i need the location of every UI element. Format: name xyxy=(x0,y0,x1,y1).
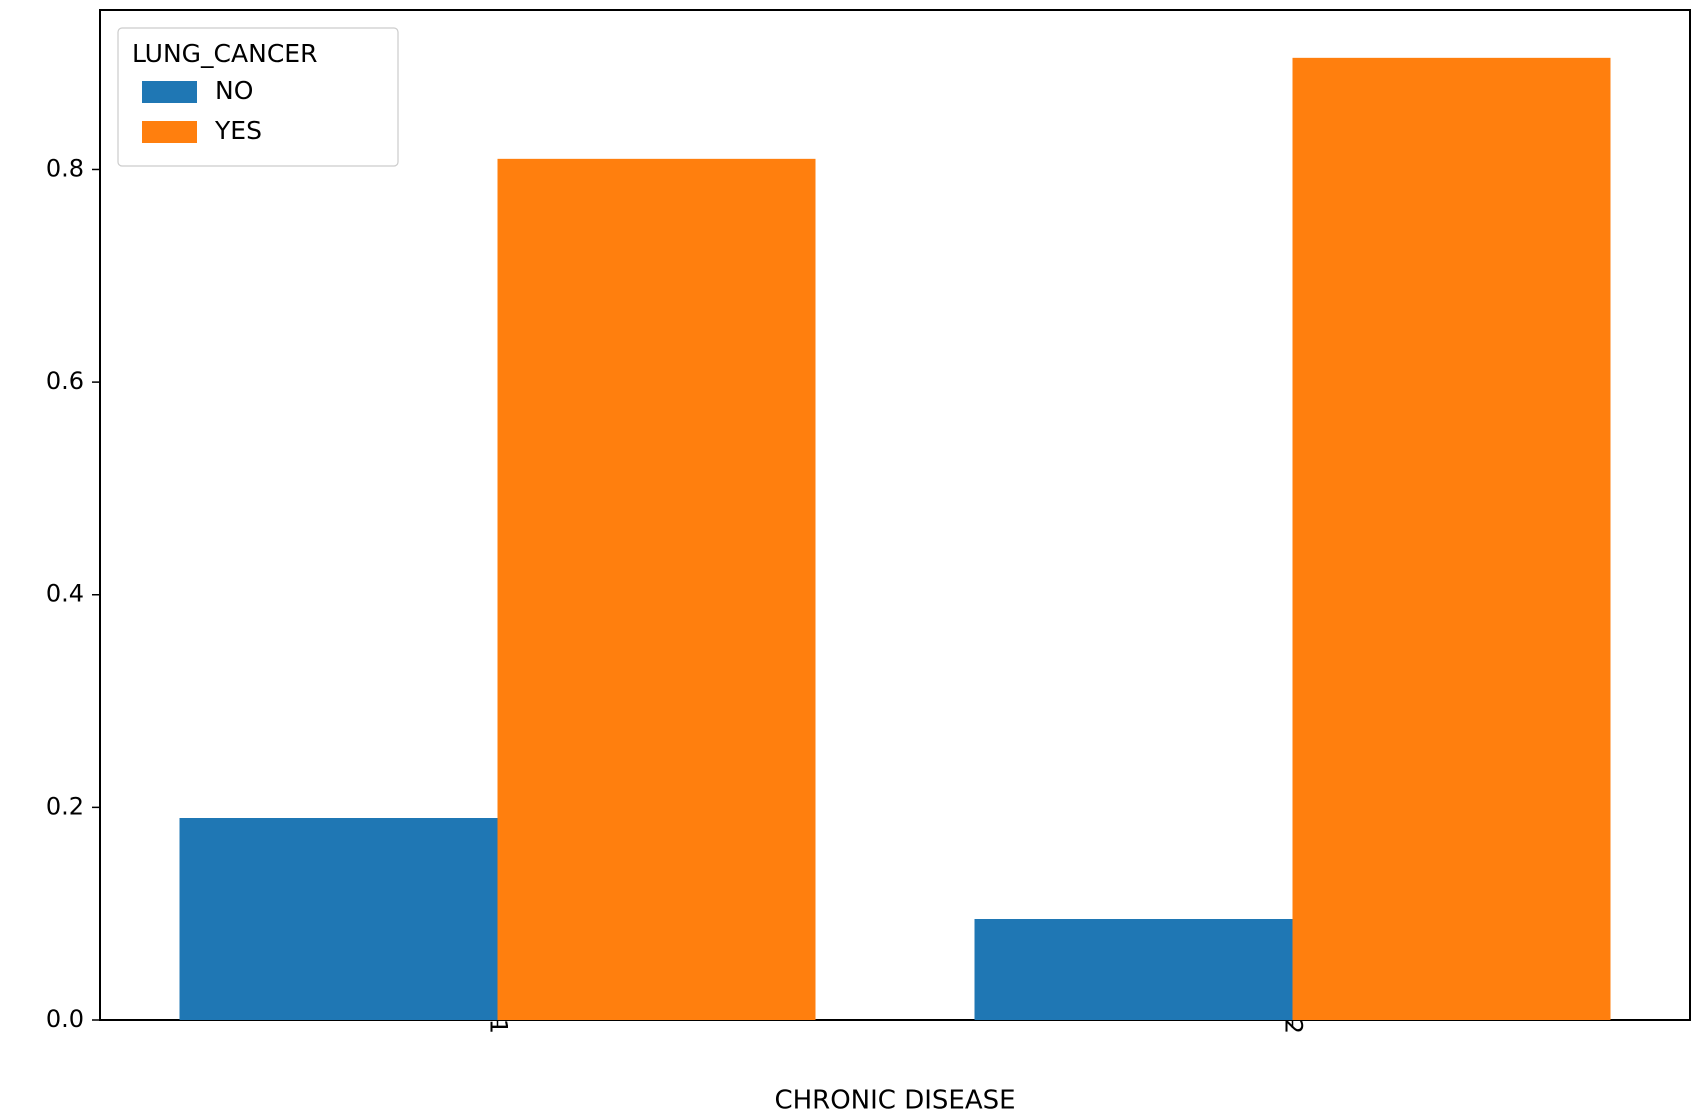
y-tick-label: 0.0 xyxy=(46,1005,84,1033)
chart-container: 0.0 0.2 0.4 0.6 0.8 1 2 CHRONIC DISEASE LUNG_CAN… xyxy=(0,0,1702,1110)
grouped-bar-chart: 0.0 0.2 0.4 0.6 0.8 1 2 CHRONIC DISEASE LUNG_CAN… xyxy=(0,0,1702,1110)
legend-swatch-YES xyxy=(142,121,197,143)
y-tick-label: 0.4 xyxy=(46,580,84,608)
bar-NO-2 xyxy=(975,919,1293,1020)
y-tick-label: 0.2 xyxy=(46,792,84,820)
legend-label-YES: YES xyxy=(214,116,262,145)
legend-label-NO: NO xyxy=(215,76,253,105)
bar-YES-2 xyxy=(1293,58,1611,1020)
bar-NO-1 xyxy=(180,818,498,1020)
y-tick-label: 0.6 xyxy=(46,367,84,395)
y-tick-label: 0.8 xyxy=(46,154,84,182)
x-tick-label: 2 xyxy=(1280,1019,1308,1034)
bar-YES-1 xyxy=(498,159,816,1020)
legend-swatch-NO xyxy=(142,81,197,103)
legend-title: LUNG_CANCER xyxy=(132,39,317,68)
x-axis-label: CHRONIC DISEASE xyxy=(774,1085,1015,1110)
x-tick-label: 1 xyxy=(485,1019,513,1034)
